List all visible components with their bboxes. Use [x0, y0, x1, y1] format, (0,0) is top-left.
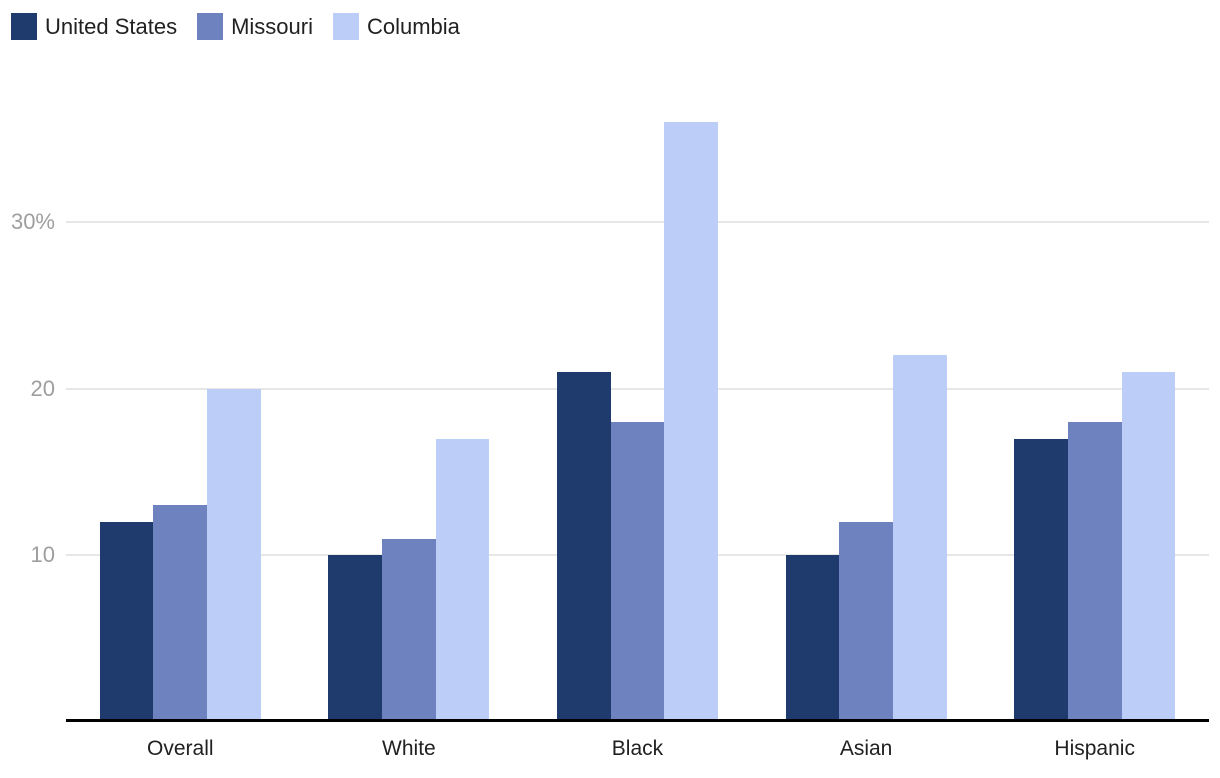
gridline-30 — [66, 220, 1209, 223]
chart-plot-area — [66, 55, 1209, 722]
y-tick-label-10: 10 — [30, 542, 55, 568]
bar-missouri-hispanic[interactable] — [1067, 421, 1122, 722]
legend-swatch-columbia — [332, 13, 359, 40]
bar-united-states-overall[interactable] — [99, 521, 154, 722]
gridline-20 — [66, 387, 1209, 390]
bar-columbia-hispanic[interactable] — [1121, 371, 1176, 722]
legend-item-united-states: United States — [11, 13, 177, 40]
bar-columbia-overall[interactable] — [207, 388, 261, 722]
bar-columbia-black[interactable] — [664, 121, 719, 722]
y-tick-label-20: 20 — [30, 375, 55, 401]
x-axis-line — [66, 719, 1209, 722]
legend-label-united-states: United States — [45, 14, 178, 39]
legend-swatch-united-states — [11, 13, 37, 40]
bar-united-states-black[interactable] — [556, 371, 611, 722]
bar-united-states-asian[interactable] — [785, 555, 840, 722]
bar-columbia-asian[interactable] — [892, 355, 947, 722]
x-axis-label-asian: Asian — [839, 737, 893, 760]
bar-columbia-white[interactable] — [435, 438, 490, 722]
x-axis-label-white: White — [382, 737, 436, 760]
y-tick-label-30: 30% — [10, 208, 55, 234]
bar-missouri-asian[interactable] — [839, 521, 893, 722]
legend-item-missouri: Missouri — [197, 13, 313, 40]
x-axis-label-hispanic: Hispanic — [1054, 737, 1135, 760]
legend-label-columbia: Columbia — [366, 14, 460, 39]
chart-legend: United States Missouri Columbia — [11, 13, 460, 40]
bar-united-states-hispanic[interactable] — [1014, 438, 1068, 722]
legend-swatch-missouri — [197, 13, 224, 40]
x-axis-label-black: Black — [611, 737, 664, 760]
bar-missouri-black[interactable] — [610, 421, 665, 722]
legend-item-columbia: Columbia — [332, 13, 460, 40]
legend-label-missouri: Missouri — [231, 14, 313, 39]
x-axis-label-overall: Overall — [147, 737, 214, 760]
bar-missouri-white[interactable] — [382, 538, 436, 722]
bar-united-states-white[interactable] — [328, 555, 383, 722]
bar-missouri-overall[interactable] — [153, 505, 208, 722]
